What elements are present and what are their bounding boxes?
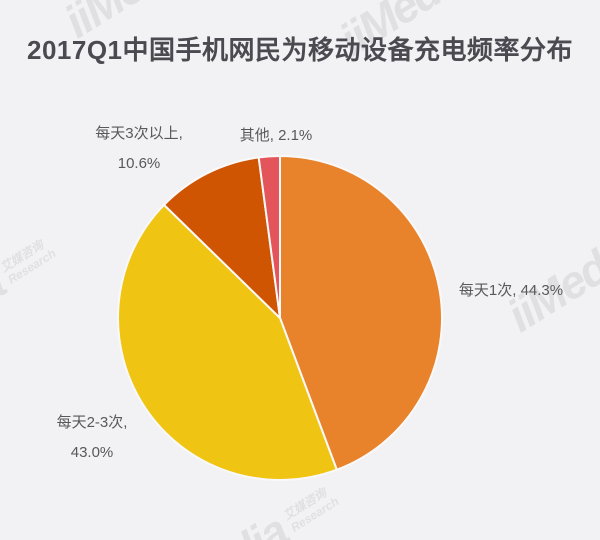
pie-slice-0 [279, 155, 443, 471]
pie-slice-3 [257, 155, 281, 319]
chart-title: 2017Q1中国手机网民为移动设备充电频率分布 [26, 35, 574, 65]
slice-label-other: 其他, 2.1% [239, 127, 313, 144]
slice-label-daily-once: 每天1次, 44.3% [458, 282, 564, 299]
slice-label-daily-3plus: 每天3次以上, 10.6% [95, 125, 183, 172]
slice-label-daily-2-3: 每天2-3次, 43.0% [56, 414, 128, 461]
pie-slice-1 [117, 203, 338, 481]
pie-slice-2 [163, 156, 281, 319]
